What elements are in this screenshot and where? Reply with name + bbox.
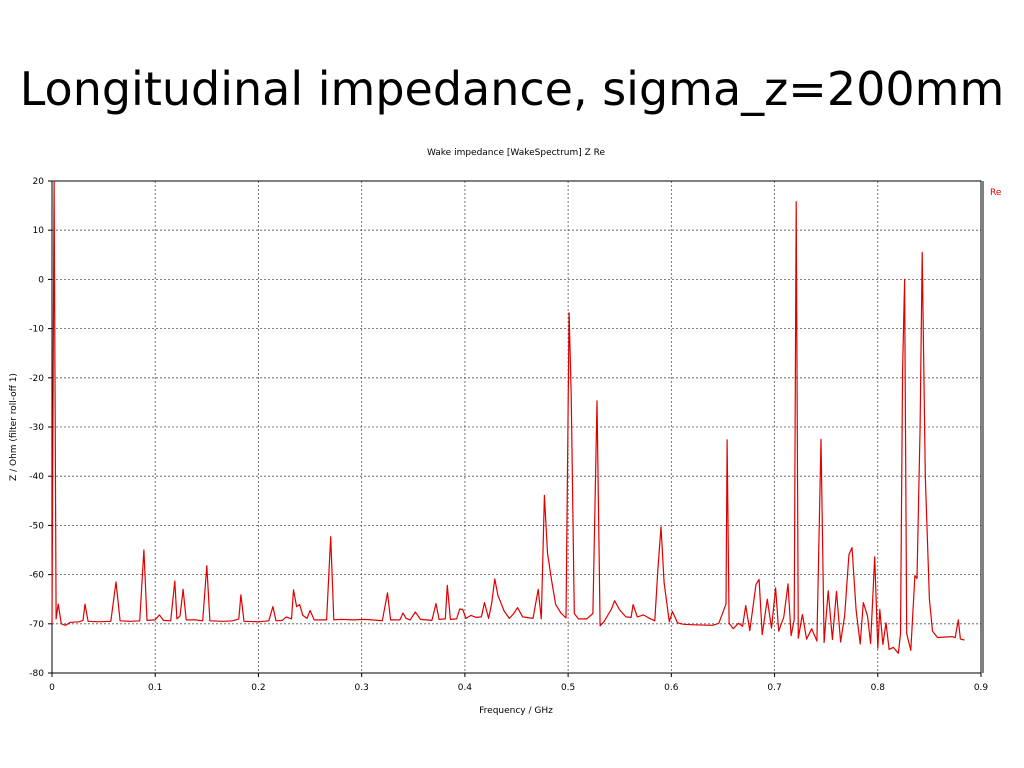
y-axis-label: Z / Ohm (filter roll-off 1) [9, 373, 19, 481]
y-tick-label: -50 [29, 521, 44, 531]
chart-title: Wake impedance [WakeSpectrum] Z Re [427, 148, 606, 158]
grid-lines [52, 181, 981, 673]
y-tick-label: -80 [29, 669, 44, 679]
x-tick-label: 0.2 [251, 683, 265, 693]
x-tick-label: 0.4 [458, 683, 473, 693]
x-tick-label: 0.9 [974, 683, 989, 693]
series-line-re [51, 180, 965, 654]
x-tick-label: 0.1 [148, 683, 162, 693]
y-tick-label: -70 [29, 620, 44, 630]
y-tick-label: -10 [29, 325, 44, 335]
x-tick-label: 0 [49, 683, 55, 693]
y-tick-label: 20 [33, 177, 45, 187]
plot-frame [51, 180, 982, 674]
x-tick-label: 0.7 [767, 683, 781, 693]
tick-labels: 0 0.1 0.2 0.3 0.4 0.5 0.6 0.7 0.8 0.9 20 10 0 -10 -20 -… [29, 177, 988, 693]
x-tick-label: 0.6 [664, 683, 679, 693]
y-tick-label: -30 [29, 423, 44, 433]
series-layer [51, 180, 965, 654]
axes [48, 180, 984, 677]
x-tick-label: 0.5 [561, 683, 575, 693]
y-tick-label: 10 [33, 226, 45, 236]
y-tick-label: 0 [38, 275, 44, 285]
x-tick-label: 0.8 [871, 683, 886, 693]
y-tick-label: -60 [29, 571, 44, 581]
y-tick-label: -20 [29, 374, 44, 384]
slide-title: Longitudinal impedance, sigma_z=200mm [19, 62, 1005, 116]
legend-entry-re: Re [990, 188, 1002, 198]
x-axis-label: Frequency / GHz [479, 706, 553, 716]
y-tick-label: -40 [29, 472, 44, 482]
x-tick-label: 0.3 [355, 683, 369, 693]
